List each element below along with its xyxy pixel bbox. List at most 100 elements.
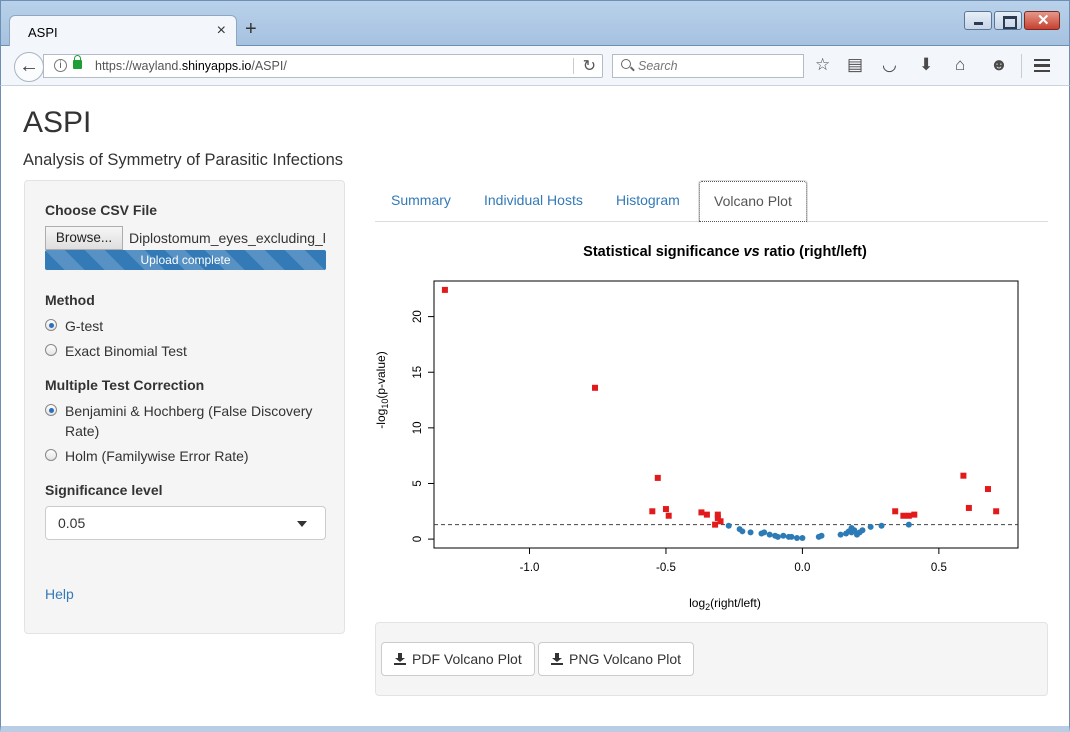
sidebar-panel: Choose CSV File Browse... Diplostomum_ey… (24, 180, 345, 634)
data-point-significant (984, 486, 991, 493)
tab-individual-hosts[interactable]: Individual Hosts (484, 192, 583, 208)
search-input[interactable]: Search (612, 54, 804, 78)
radio-button[interactable] (45, 319, 57, 331)
data-point-significant (717, 518, 724, 525)
data-point-significant (665, 512, 672, 519)
x-label-part: 2 (705, 602, 710, 612)
data-point-nonsignificant (851, 527, 858, 534)
download-icon[interactable]: ⬇ (919, 55, 934, 74)
significance-select[interactable]: 0.05 (45, 506, 326, 540)
download-icon (394, 653, 406, 665)
hamburger-menu-icon[interactable] (1034, 59, 1050, 72)
significance-label: Significance level (45, 482, 163, 498)
png-download-button[interactable]: PNG Volcano Plot (538, 642, 695, 676)
search-placeholder: Search (638, 59, 678, 73)
download-icon (551, 653, 563, 665)
new-tab-icon[interactable]: + (245, 18, 257, 40)
data-point-nonsignificant (837, 531, 844, 538)
file-name-field[interactable]: Diplostomum_eyes_excluding_l (129, 230, 325, 246)
smiley-icon[interactable]: ☻ (990, 55, 1008, 74)
y-label-part: 10 (380, 399, 390, 409)
select-value: 0.05 (58, 515, 86, 531)
browse-button[interactable]: Browse... (45, 226, 123, 250)
url-bar[interactable]: i https://wayland.shinyapps.io/ASPI/ ↻ (43, 54, 603, 78)
pdf-download-button[interactable]: PDF Volcano Plot (381, 642, 535, 676)
data-point-nonsignificant (818, 532, 825, 539)
window-titlebar: ASPI × + ✕ (0, 0, 1070, 47)
tab-bar: Summary Individual Hosts Histogram Volca… (375, 180, 1048, 223)
data-point-significant (592, 384, 599, 391)
x-axis-label: log2(right/left) (689, 596, 761, 612)
minimize-button[interactable] (964, 11, 992, 30)
data-point-nonsignificant (766, 531, 773, 538)
y-tick-label: 15 (412, 366, 424, 379)
x-label-part: (right/left) (710, 596, 761, 610)
tab-volcano-plot[interactable]: Volcano Plot (698, 180, 808, 223)
data-point-nonsignificant (725, 522, 732, 529)
y-label-part: -log (375, 409, 388, 429)
url-text[interactable]: https://wayland.shinyapps.io/ASPI/ (95, 59, 287, 73)
toolbar-separator (1021, 54, 1022, 78)
data-point-nonsignificant (739, 528, 746, 535)
y-tick-label: 20 (412, 310, 424, 323)
maximize-button[interactable] (994, 11, 1022, 30)
plot-frame (433, 280, 1019, 549)
data-point-nonsignificant (905, 521, 912, 528)
data-point-significant (905, 512, 912, 519)
tab-close-icon[interactable]: × (216, 22, 226, 39)
search-icon (621, 59, 631, 69)
home-icon[interactable]: ⌂ (955, 55, 966, 74)
y-tick-label: 5 (412, 480, 424, 486)
pocket-icon[interactable]: ◡ (882, 55, 897, 74)
help-link[interactable]: Help (45, 586, 74, 602)
x-tick-label: 0.5 (931, 562, 947, 574)
x-tick-label: -0.5 (656, 562, 676, 574)
download-panel: PDF Volcano Plot PNG Volcano Plot (375, 622, 1048, 696)
navigation-toolbar: i https://wayland.shinyapps.io/ASPI/ ↻ ←… (0, 46, 1070, 86)
png-download-label: PNG Volcano Plot (569, 651, 682, 667)
pdf-download-label: PDF Volcano Plot (412, 651, 522, 667)
y-label-part: (p-value) (375, 351, 388, 398)
lock-icon[interactable] (73, 55, 82, 69)
data-point-significant (712, 521, 719, 528)
radio-button[interactable] (45, 404, 57, 416)
data-point-significant (714, 511, 721, 518)
url-path: /ASPI/ (251, 59, 287, 73)
radio-button[interactable] (45, 344, 57, 356)
url-prefix: https://wayland. (95, 59, 182, 73)
y-tick-label: 0 (412, 536, 424, 542)
radio-label: Benjamini & Hochberg (False Discovery Ra… (65, 403, 313, 439)
data-point-significant (965, 504, 972, 511)
chevron-down-icon (297, 521, 307, 527)
tab-summary[interactable]: Summary (391, 192, 451, 208)
radio-label: G-test (65, 318, 104, 334)
data-point-significant (649, 508, 656, 515)
correction-label: Multiple Test Correction (45, 377, 205, 393)
y-axis: 0 5 10 15 20 (412, 310, 434, 542)
chart-title-part: Statistical significance (583, 244, 743, 260)
y-tick-label: 10 (412, 421, 424, 434)
y-axis-label: -log10(p-value) (375, 351, 390, 428)
star-icon[interactable]: ☆ (815, 55, 831, 74)
page-subtitle: Analysis of Symmetry of Parasitic Infect… (23, 151, 344, 169)
data-point-significant (960, 472, 967, 479)
data-point-significant (911, 511, 918, 518)
chart-title: Statistical significance vs ratio (right… (583, 244, 867, 260)
tab-histogram[interactable]: Histogram (616, 192, 680, 208)
upload-progress-bar: Upload complete (45, 250, 326, 270)
data-point-significant (993, 508, 1000, 515)
reading-list-icon[interactable]: ▤ (847, 55, 864, 74)
back-button[interactable]: ← (14, 52, 44, 82)
info-icon[interactable]: i (54, 59, 67, 72)
data-point-nonsignificant (780, 532, 787, 539)
data-point-significant (703, 511, 710, 518)
radio-label: Holm (Familywise Error Rate) (65, 448, 249, 464)
data-point-nonsignificant (859, 527, 866, 534)
arrow-left-icon: ← (19, 55, 39, 77)
close-window-button[interactable]: ✕ (1024, 11, 1060, 30)
browser-tab[interactable]: ASPI × (9, 15, 237, 47)
radio-button[interactable] (45, 449, 57, 461)
reload-icon[interactable]: ↻ (582, 58, 596, 75)
x-axis: -1.0 -0.5 0.0 0.5 (520, 548, 947, 574)
volcano-plot: Statistical significance vs ratio (right… (375, 244, 1019, 612)
